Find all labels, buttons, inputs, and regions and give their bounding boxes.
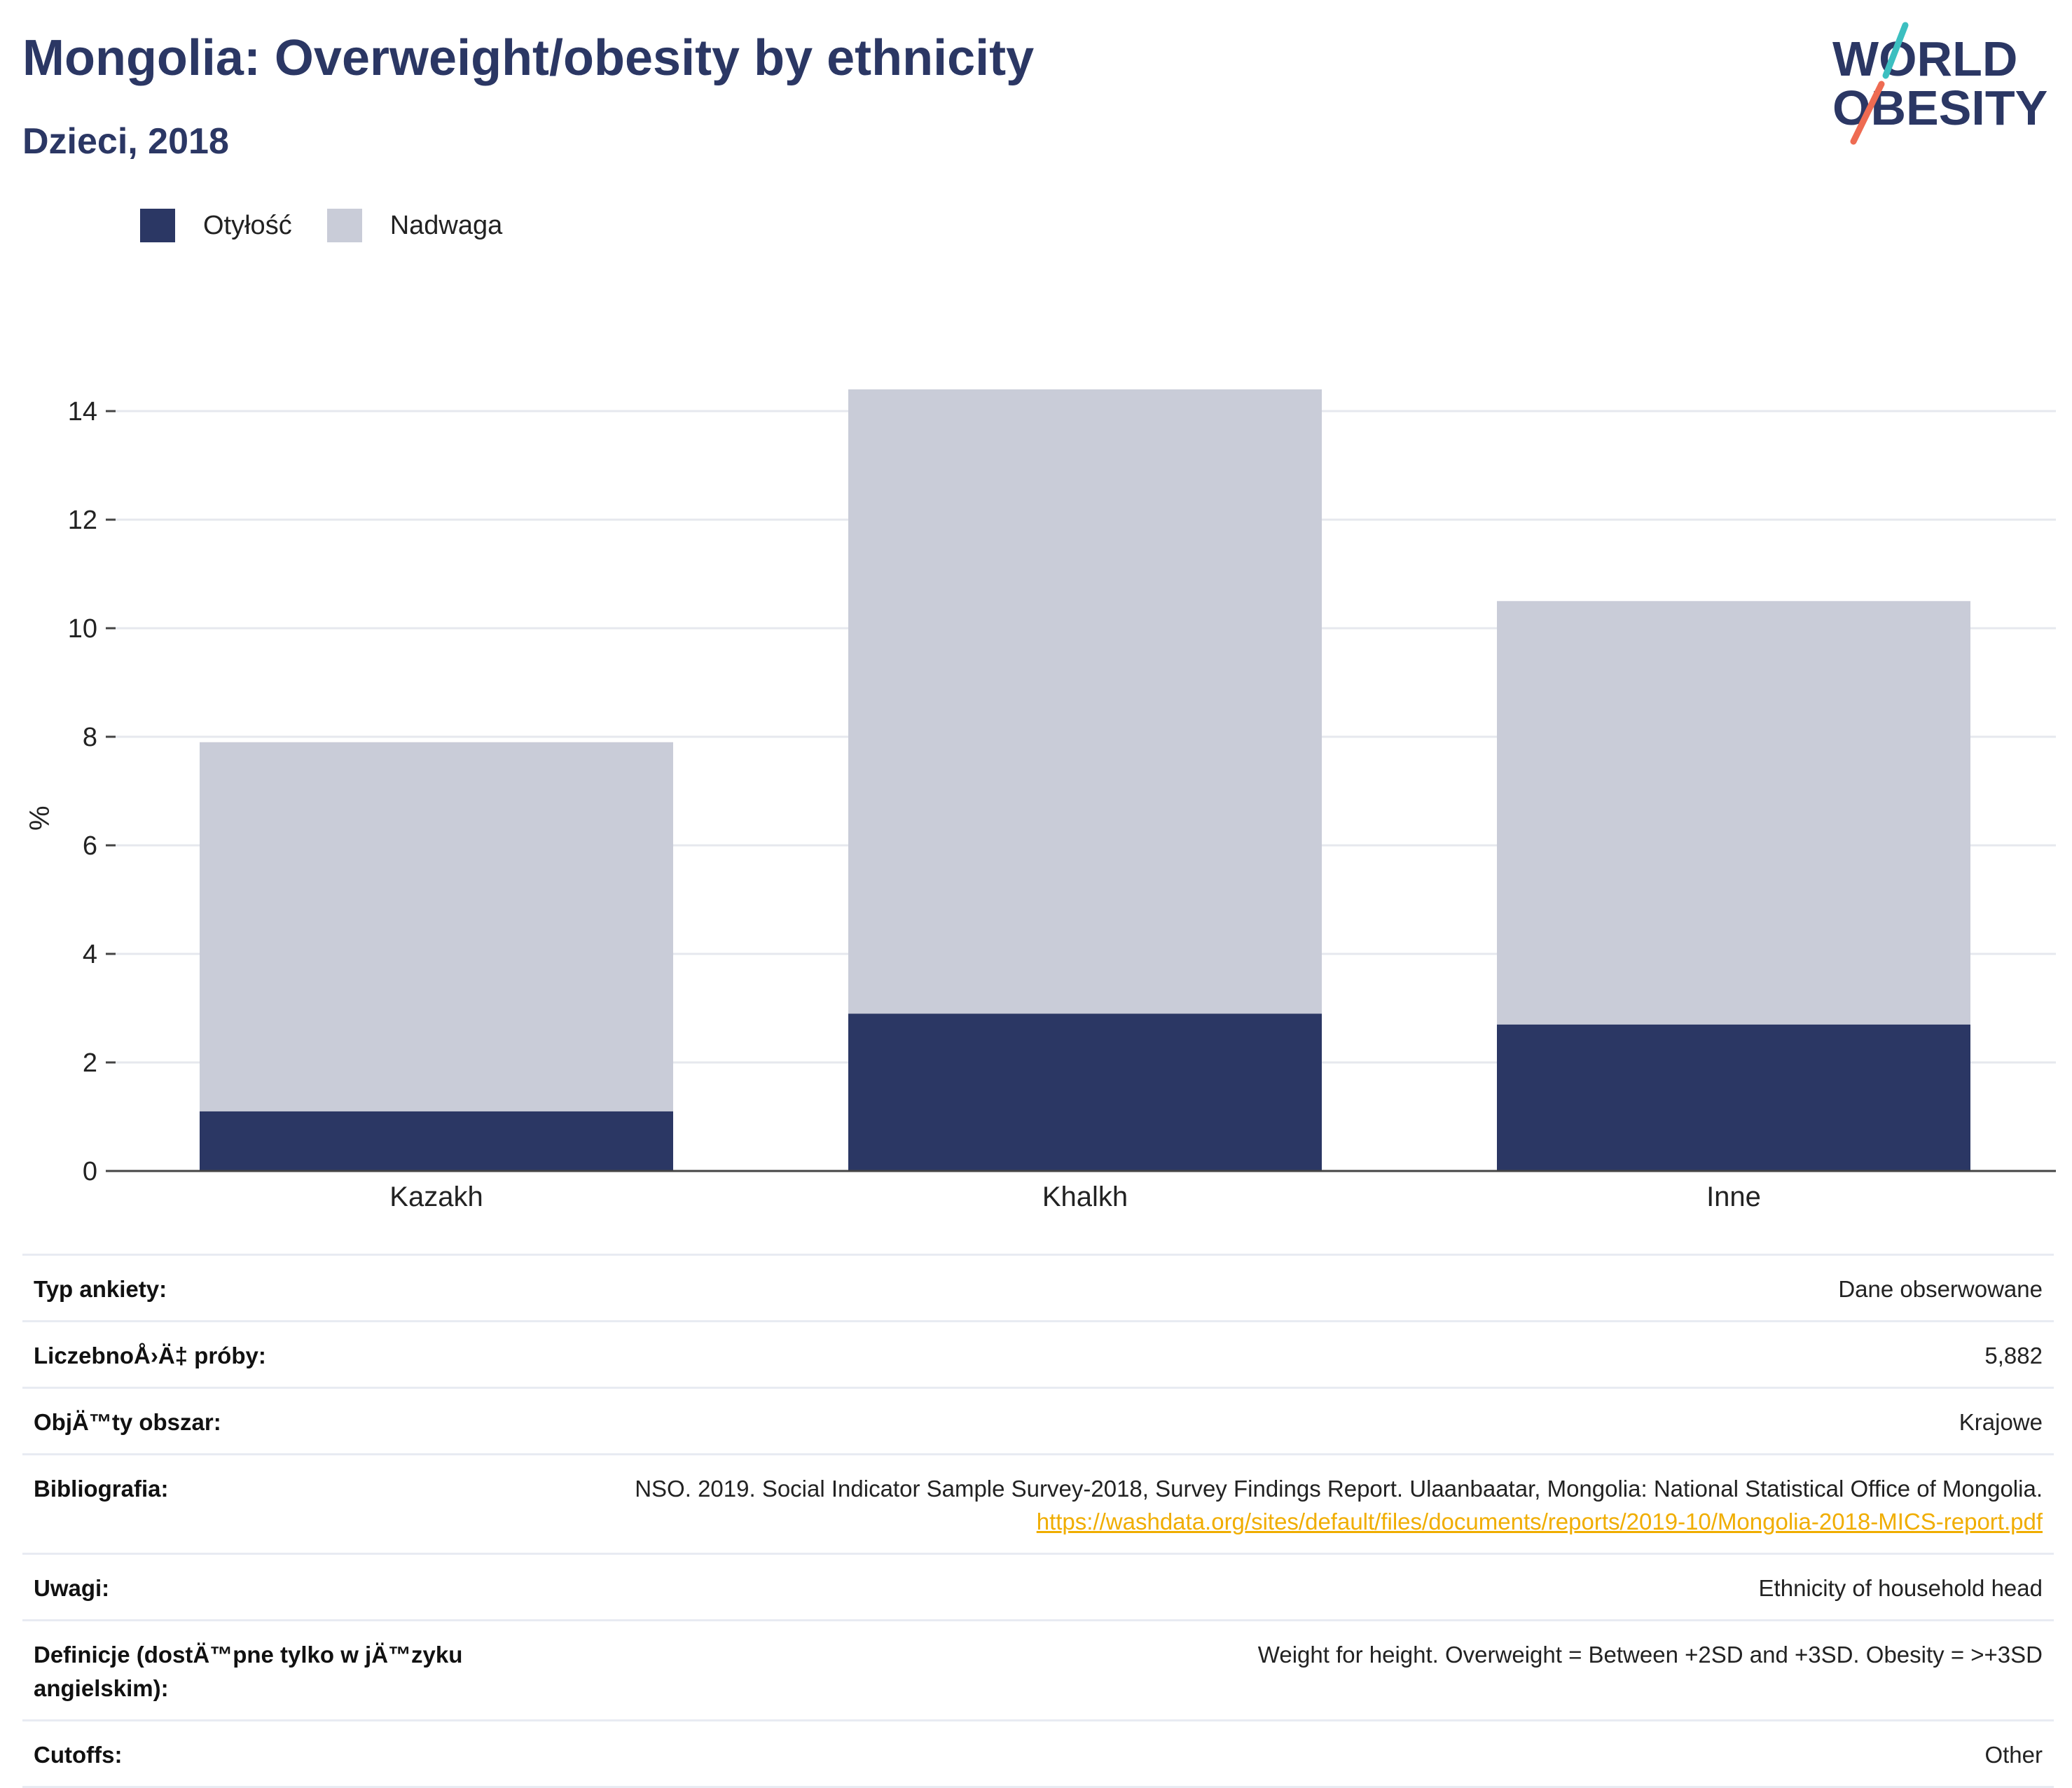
logo-teal-slash bbox=[1882, 22, 1909, 79]
y-axis-label: % bbox=[25, 805, 55, 831]
axes: 0 2 4 6 8 10 12 14% Kazakh Khalkh Inne bbox=[25, 397, 2056, 1212]
info-value: Ethnicity of household head bbox=[507, 1553, 2054, 1621]
y-tick-label: 12 bbox=[68, 506, 97, 535]
info-value-text: Ethnicity of household head bbox=[1758, 1575, 2043, 1602]
info-value-text: Dane obserwowane bbox=[1838, 1276, 2043, 1302]
info-label: Typ ankiety: bbox=[22, 1254, 507, 1322]
y-tick-label: 8 bbox=[83, 723, 97, 752]
legend-item-overweight[interactable]: Nadwaga bbox=[326, 209, 503, 242]
info-value-text: 5,882 bbox=[1984, 1342, 2043, 1368]
y-tick-label: 14 bbox=[68, 397, 97, 427]
chart-legend: Otyłość Nadwaga bbox=[140, 209, 537, 242]
info-label: Definicje (dostÄ™pne tylko w jÄ™zyku ang… bbox=[22, 1619, 507, 1721]
info-value-text: Krajowe bbox=[1959, 1408, 2043, 1435]
x-tick-label: Inne bbox=[1706, 1181, 1761, 1212]
survey-info-table: Typ ankiety: Dane obserwowane LiczebnoÅ›Ä‡… bbox=[22, 1254, 2054, 1788]
logo-text-world: WORLD bbox=[1832, 32, 2017, 86]
info-row: Cutoffs: Other bbox=[22, 1719, 2054, 1788]
legend-label-overweight: Nadwaga bbox=[389, 210, 503, 240]
logo-text-obesity: OBESITY bbox=[1832, 81, 2047, 135]
info-label: ObjÄ™ty obszar: bbox=[22, 1386, 507, 1455]
legend-label-obesity: Otyłość bbox=[203, 210, 292, 240]
info-value: NSO. 2019. Social Indicator Sample Surve… bbox=[507, 1453, 2054, 1554]
info-value: Other bbox=[507, 1719, 2054, 1788]
y-tick-label: 2 bbox=[83, 1048, 97, 1078]
bar-kazakh-obesity bbox=[200, 1111, 673, 1171]
bibliography-link[interactable]: https://washdata.org/sites/default/files… bbox=[1036, 1509, 2043, 1535]
info-value: Weight for height. Overweight = Between … bbox=[507, 1619, 2054, 1721]
info-value-text: NSO. 2019. Social Indicator Sample Surve… bbox=[635, 1475, 2043, 1502]
x-tick-label: Khalkh bbox=[1042, 1181, 1128, 1212]
legend-swatch-overweight bbox=[326, 209, 362, 242]
info-label: Bibliografia: bbox=[22, 1453, 507, 1554]
logo-coral-slash bbox=[1850, 81, 1885, 145]
stacked-bar-chart: 0 2 4 6 8 10 12 14% Kazakh Khalkh Inne bbox=[25, 389, 2056, 1212]
bar-khalkh-overweight bbox=[848, 389, 1322, 1014]
page-title: Mongolia: Overweight/obesity by ethnicit… bbox=[22, 30, 1035, 86]
y-tick-label: 6 bbox=[83, 831, 97, 861]
info-label: Cutoffs: bbox=[22, 1719, 507, 1788]
bars bbox=[200, 389, 1970, 1171]
bar-khalkh-obesity bbox=[848, 1013, 1322, 1171]
info-row: LiczebnoÅ›Ä‡ próby: 5,882 bbox=[22, 1319, 2054, 1388]
info-row: Bibliografia: NSO. 2019. Social Indicator… bbox=[22, 1453, 2054, 1554]
info-label: Uwagi: bbox=[22, 1553, 507, 1621]
world-obesity-logo: WORLD OBESITY bbox=[1832, 22, 2047, 145]
x-tick-label: Kazakh bbox=[389, 1181, 483, 1212]
info-value: Krajowe bbox=[507, 1386, 2054, 1455]
info-value-text: Weight for height. Overweight = Between … bbox=[1257, 1642, 2043, 1668]
page-subtitle: Dzieci, 2018 bbox=[22, 121, 229, 162]
info-value: Dane obserwowane bbox=[507, 1254, 2054, 1322]
info-value: 5,882 bbox=[507, 1319, 2054, 1388]
info-row: ObjÄ™ty obszar: Krajowe bbox=[22, 1386, 2054, 1455]
info-label: LiczebnoÅ›Ä‡ próby: bbox=[22, 1319, 507, 1388]
bar-kazakh-overweight bbox=[200, 742, 673, 1111]
legend-swatch-obesity bbox=[140, 209, 175, 242]
bar-inne-obesity bbox=[1497, 1024, 1970, 1171]
bar-inne-overweight bbox=[1497, 601, 1970, 1025]
info-row: Typ ankiety: Dane obserwowane bbox=[22, 1254, 2054, 1322]
legend-item-obesity[interactable]: Otyłość bbox=[140, 209, 292, 242]
info-row: Definicje (dostÄ™pne tylko w jÄ™zyku ang… bbox=[22, 1619, 2054, 1721]
info-row: Uwagi: Ethnicity of household head bbox=[22, 1553, 2054, 1621]
info-value-text: Other bbox=[1984, 1741, 2043, 1768]
y-tick-label: 0 bbox=[83, 1157, 97, 1186]
y-tick-label: 4 bbox=[83, 940, 97, 969]
y-tick-label: 10 bbox=[68, 614, 97, 644]
